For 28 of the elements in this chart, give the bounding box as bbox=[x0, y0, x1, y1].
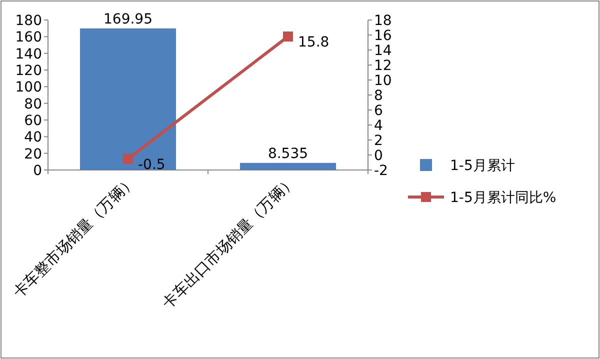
y-tick-label: 60 bbox=[24, 113, 42, 129]
y-tick-label: 140 bbox=[15, 46, 42, 62]
y2-tick-label: 4 bbox=[374, 118, 383, 134]
y2-tick-label: 18 bbox=[374, 13, 392, 29]
y-tick-label: 80 bbox=[24, 96, 42, 112]
y-tick-label: 120 bbox=[15, 63, 42, 79]
y-tick-label: 20 bbox=[24, 146, 42, 162]
y2-tick-label: 8 bbox=[374, 88, 383, 104]
data-label: 8.535 bbox=[268, 146, 308, 162]
y2-tick-label: 16 bbox=[374, 28, 392, 44]
y-tick-label: 40 bbox=[24, 130, 42, 146]
y-tick-label: 160 bbox=[15, 30, 42, 46]
y2-tick-label: 14 bbox=[374, 43, 392, 59]
y2-tick-label: 0 bbox=[374, 148, 383, 164]
data-label: -0.5 bbox=[138, 156, 166, 173]
x-tick-label: 卡车出口市场销量（万辆） bbox=[158, 172, 299, 312]
y2-tick-label: 6 bbox=[374, 103, 383, 119]
y2-tick-label: 10 bbox=[374, 73, 392, 89]
y-tick-label: 100 bbox=[15, 80, 42, 96]
legend-label: 1-5月累计 bbox=[450, 158, 515, 174]
y2-tick-label: 12 bbox=[374, 58, 392, 74]
y-tick-label: 180 bbox=[15, 13, 42, 29]
data-label: 15.8 bbox=[298, 34, 330, 50]
y2-tick-label: -2 bbox=[374, 163, 388, 179]
data-label: 169.95 bbox=[104, 11, 152, 28]
y-tick-label: 0 bbox=[33, 163, 42, 179]
legend-label: 1-5月累计同比% bbox=[450, 190, 556, 206]
y2-tick-label: 2 bbox=[374, 133, 383, 149]
